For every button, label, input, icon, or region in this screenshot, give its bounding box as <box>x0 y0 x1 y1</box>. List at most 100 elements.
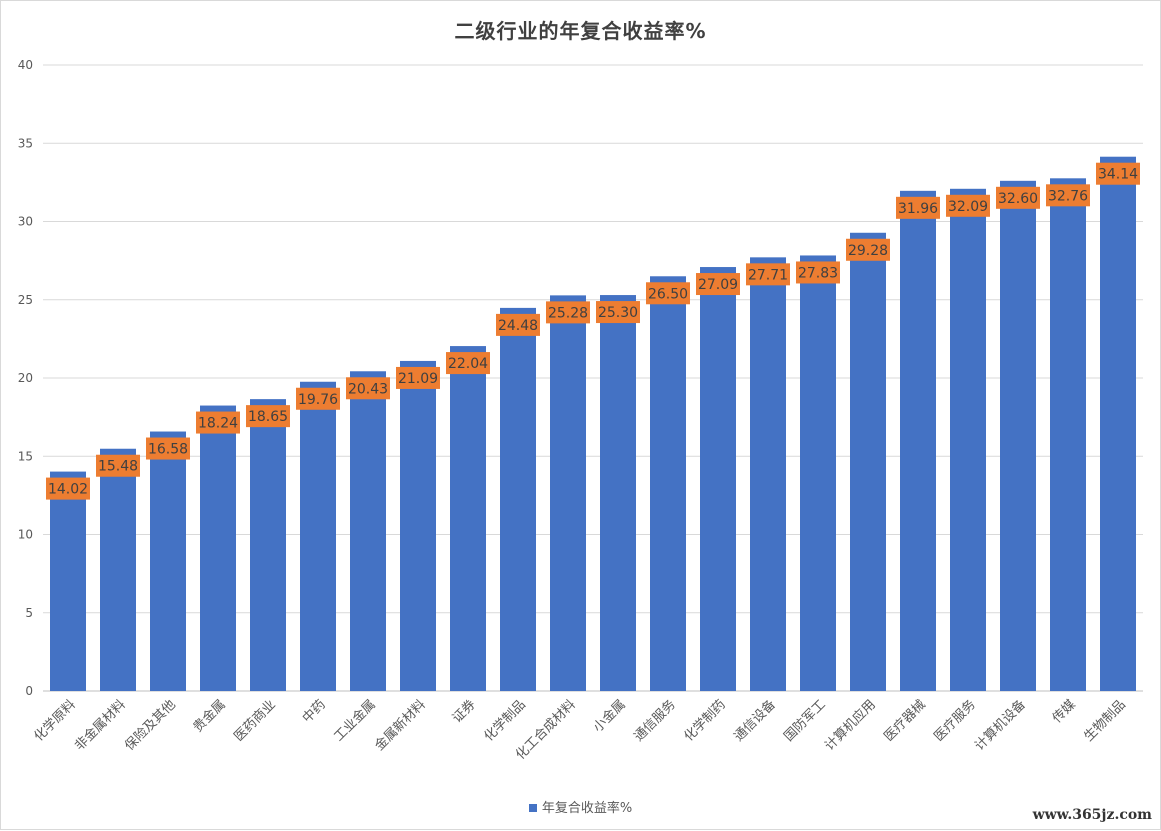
bar <box>1000 180 1036 691</box>
bar <box>600 295 636 691</box>
data-label: 20.43 <box>348 381 388 397</box>
data-label-box <box>196 411 240 434</box>
data-label: 19.76 <box>298 392 338 408</box>
data-label: 25.30 <box>598 305 638 321</box>
bar <box>750 257 786 691</box>
legend-label: 年复合收益率% <box>541 801 633 816</box>
bar <box>350 371 386 691</box>
data-label-box <box>896 196 940 219</box>
bar <box>850 232 886 691</box>
bar <box>500 307 536 691</box>
data-label-box <box>796 261 840 284</box>
data-label-box <box>546 301 590 324</box>
x-tick-label: 证券 <box>449 697 479 727</box>
data-label-box <box>496 313 540 336</box>
bar <box>950 188 986 691</box>
data-label: 32.09 <box>948 199 988 215</box>
bar <box>150 431 186 691</box>
y-tick-label: 0 <box>25 684 33 698</box>
data-label-box <box>596 301 640 324</box>
x-tick-label: 工业金属 <box>331 697 379 745</box>
x-tick-label: 计算机应用 <box>822 697 879 754</box>
y-tick-label: 40 <box>18 58 33 72</box>
x-tick-label: 化学制品 <box>481 697 529 745</box>
x-tick-label: 小金属 <box>590 697 629 736</box>
data-label-box <box>346 377 390 400</box>
y-tick-label: 5 <box>25 606 33 620</box>
data-label: 15.48 <box>98 459 138 475</box>
x-tick-label: 金属新材料 <box>372 697 429 754</box>
data-label-box <box>946 194 990 217</box>
y-tick-label: 30 <box>18 215 33 229</box>
x-tick-label: 医药商业 <box>231 697 278 744</box>
legend: 年复合收益率% <box>1 797 1160 816</box>
data-label-box <box>696 273 740 296</box>
bar <box>200 405 236 691</box>
data-label: 27.83 <box>798 265 838 281</box>
bar <box>700 267 736 691</box>
x-tick-label: 计算机设备 <box>972 697 1029 754</box>
bar <box>300 381 336 691</box>
watermark: www.365jz.com <box>1032 807 1152 823</box>
y-tick-label: 35 <box>18 136 33 150</box>
chart-title: 二级行业的年复合收益率% <box>454 19 707 43</box>
data-label-box <box>96 454 140 477</box>
data-label-box <box>846 238 890 261</box>
data-label-box <box>646 282 690 305</box>
y-tick-label: 25 <box>18 293 33 307</box>
x-tick-label: 保险及其他 <box>122 697 179 754</box>
data-label-box <box>46 477 90 500</box>
data-label: 34.14 <box>1098 167 1138 183</box>
x-tick-label: 通信设备 <box>731 697 779 745</box>
bar <box>1100 156 1136 692</box>
data-label-box <box>1096 162 1140 185</box>
data-label: 16.58 <box>148 442 188 458</box>
data-label: 24.48 <box>498 318 538 334</box>
data-label: 27.71 <box>748 267 788 283</box>
y-tick-label: 15 <box>18 449 33 463</box>
data-label: 27.09 <box>698 277 738 293</box>
x-tick-label: 中药 <box>300 697 329 726</box>
x-tick-label: 医疗服务 <box>931 697 979 745</box>
data-label-box <box>1046 184 1090 207</box>
x-tick-label: 国防军工 <box>781 697 829 745</box>
x-tick-label: 生物制品 <box>1081 697 1128 744</box>
x-tick-label: 化学制药 <box>681 697 729 745</box>
bar <box>400 360 436 691</box>
bar <box>900 190 936 692</box>
data-label-box <box>296 387 340 410</box>
bar <box>250 399 286 691</box>
data-label: 32.76 <box>1048 188 1088 204</box>
data-label: 14.02 <box>48 482 88 498</box>
data-label-box <box>746 263 790 286</box>
x-tick-label: 化学原料 <box>31 697 79 745</box>
data-label-box <box>246 405 290 428</box>
data-label: 31.96 <box>898 201 938 217</box>
x-tick-label: 非金属材料 <box>72 697 129 754</box>
y-tick-label: 20 <box>18 371 33 385</box>
data-label: 29.28 <box>848 243 888 259</box>
bar <box>1050 178 1086 691</box>
bar <box>50 471 86 691</box>
x-tick-label: 传媒 <box>1050 697 1079 726</box>
bar <box>550 295 586 691</box>
data-label: 25.28 <box>548 305 588 321</box>
bar <box>100 448 136 691</box>
data-label: 18.24 <box>198 416 238 432</box>
data-label-box <box>996 186 1040 209</box>
x-tick-label: 医疗器械 <box>881 697 928 744</box>
data-label: 18.65 <box>248 409 288 425</box>
x-tick-label: 通信服务 <box>631 697 679 745</box>
data-label: 32.60 <box>998 191 1038 207</box>
data-label-box <box>396 366 440 389</box>
bar <box>800 255 836 691</box>
bar <box>650 276 686 691</box>
x-tick-label: 贵金属 <box>190 697 229 736</box>
legend-swatch-icon <box>528 803 537 812</box>
data-label-box <box>146 437 190 460</box>
data-label: 21.09 <box>398 371 438 387</box>
y-tick-label: 10 <box>18 528 33 542</box>
data-label: 22.04 <box>448 356 488 372</box>
